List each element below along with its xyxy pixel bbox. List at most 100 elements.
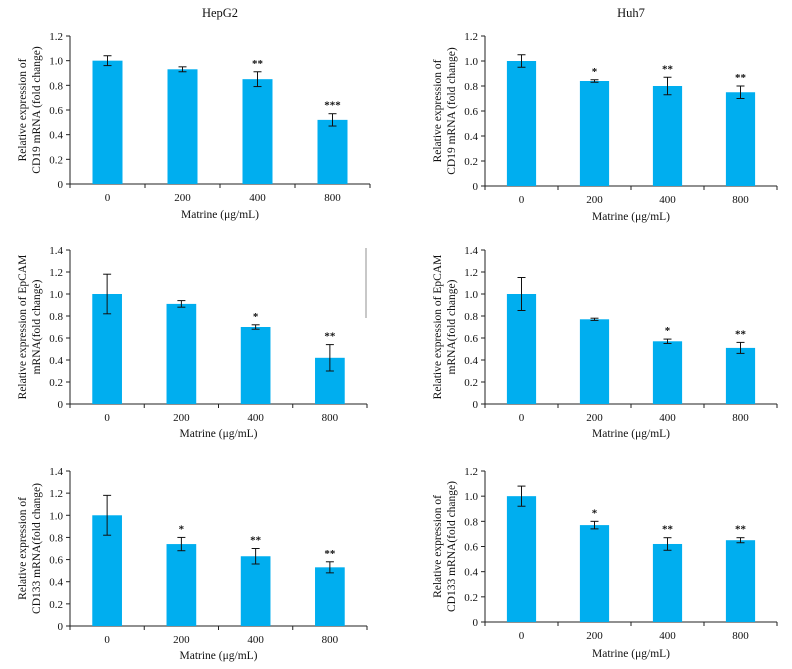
significance-label: *: [179, 523, 185, 535]
y-tick-label: 0.2: [49, 377, 63, 389]
x-tick-label: 0: [104, 634, 110, 646]
y-tick-label: 0.8: [49, 311, 63, 323]
y-tick-label: 1.2: [49, 31, 63, 43]
y-tick-label: 1.4: [464, 245, 478, 257]
y-tick-label: 1.2: [49, 267, 63, 279]
y-axis-label: Relative expression of: [17, 497, 29, 600]
x-tick-label: 800: [322, 412, 339, 424]
y-tick-label: 0.8: [49, 80, 63, 92]
x-axis-label: Matrine (μg/mL): [179, 650, 257, 662]
y-tick-label: 1.0: [49, 510, 63, 522]
bar: [167, 69, 198, 184]
y-tick-label: 0.2: [49, 599, 63, 611]
bar: [725, 92, 756, 186]
x-tick-label: 0: [519, 194, 525, 206]
x-tick-label: 400: [247, 634, 264, 646]
y-tick-label: 0.6: [49, 555, 63, 567]
y-tick-label: 1.0: [464, 56, 478, 68]
y-tick-label: 0.2: [464, 592, 478, 604]
significance-label: *: [665, 325, 671, 337]
x-tick-label: 200: [174, 192, 191, 204]
y-tick-label: 0.6: [464, 333, 478, 345]
bar: [725, 347, 756, 404]
y-tick-label: 0: [58, 179, 64, 191]
x-tick-label: 400: [247, 412, 264, 424]
x-axis-label: Matrine (μg/mL): [592, 428, 670, 440]
y-tick-label: 1.2: [49, 488, 63, 500]
significance-label: *: [592, 66, 598, 78]
y-tick-label: 0.8: [464, 516, 478, 528]
y-axis-label: Relative expression of EpCAM: [432, 255, 444, 400]
x-tick-label: 0: [104, 412, 110, 424]
y-tick-label: 0.8: [464, 81, 478, 93]
x-tick-label: 200: [586, 194, 603, 206]
y-tick-label: 0.4: [464, 567, 478, 579]
bar: [240, 556, 271, 626]
bar: [652, 341, 683, 404]
bar: [166, 303, 197, 404]
y-axis-label: Relative expression of EpCAM: [17, 255, 29, 400]
x-tick-label: 200: [586, 630, 603, 642]
y-tick-label: 1.2: [464, 466, 478, 478]
significance-label: *: [253, 311, 259, 323]
bar: [92, 60, 123, 184]
y-tick-label: 0: [58, 621, 64, 633]
x-tick-label: 400: [249, 192, 266, 204]
bar: [725, 540, 756, 622]
x-tick-label: 800: [322, 634, 339, 646]
y-tick-label: 1.0: [49, 56, 63, 68]
y-tick-label: 1.4: [49, 466, 63, 478]
x-tick-label: 800: [324, 192, 341, 204]
bar: [652, 86, 683, 186]
bar: [242, 79, 273, 184]
bar: [166, 544, 197, 626]
y-tick-label: 0.4: [464, 355, 478, 367]
bar: [652, 543, 683, 622]
bar: [506, 496, 537, 622]
y-tick-label: 0.4: [49, 355, 63, 367]
significance-label: **: [735, 72, 747, 84]
y-tick-label: 1.0: [49, 289, 63, 301]
significance-label: **: [662, 524, 674, 536]
x-axis-label: Matrine (μg/mL): [592, 211, 670, 223]
bar: [506, 61, 537, 186]
y-tick-label: 0: [473, 399, 479, 411]
y-tick-label: 0.8: [49, 532, 63, 544]
significance-label: **: [252, 58, 264, 70]
y-tick-label: 1.0: [464, 289, 478, 301]
y-tick-label: 0: [473, 617, 479, 629]
y-tick-label: 1.2: [464, 267, 478, 279]
significance-label: **: [250, 535, 262, 547]
x-tick-label: 200: [173, 634, 190, 646]
x-tick-label: 0: [519, 630, 525, 642]
y-tick-label: 0.6: [49, 333, 63, 345]
bar: [579, 81, 610, 186]
y-axis-label: Relative expression of: [432, 495, 444, 598]
x-axis-label: Matrine (μg/mL): [181, 209, 259, 221]
y-tick-label: 0.6: [49, 105, 63, 117]
bar: [315, 567, 345, 626]
y-axis-label: CD19 mRNA (fold change): [31, 46, 43, 174]
y-axis-label: CD133 mRNA(fold change): [446, 481, 458, 612]
y-tick-label: 0.4: [464, 131, 478, 143]
x-tick-label: 800: [732, 412, 749, 424]
x-axis-label: Matrine (μg/mL): [179, 428, 257, 440]
y-axis-label: Relative expression of: [17, 58, 29, 161]
bar: [506, 294, 537, 404]
x-tick-label: 400: [659, 412, 676, 424]
y-tick-label: 1.2: [464, 31, 478, 43]
significance-label: ***: [324, 100, 341, 112]
y-tick-label: 0: [473, 181, 479, 193]
x-tick-label: 400: [659, 630, 676, 642]
y-tick-label: 0.6: [464, 106, 478, 118]
significance-label: **: [662, 63, 674, 75]
x-tick-label: 200: [173, 412, 190, 424]
chart-title: Huh7: [617, 6, 645, 20]
y-tick-label: 0.2: [464, 377, 478, 389]
y-axis-label: mRNA(fold change): [31, 279, 43, 374]
x-tick-label: 0: [105, 192, 111, 204]
y-tick-label: 1.4: [49, 245, 63, 257]
x-tick-label: 0: [519, 412, 525, 424]
y-tick-label: 0.4: [49, 130, 63, 142]
y-tick-label: 0.4: [49, 577, 63, 589]
